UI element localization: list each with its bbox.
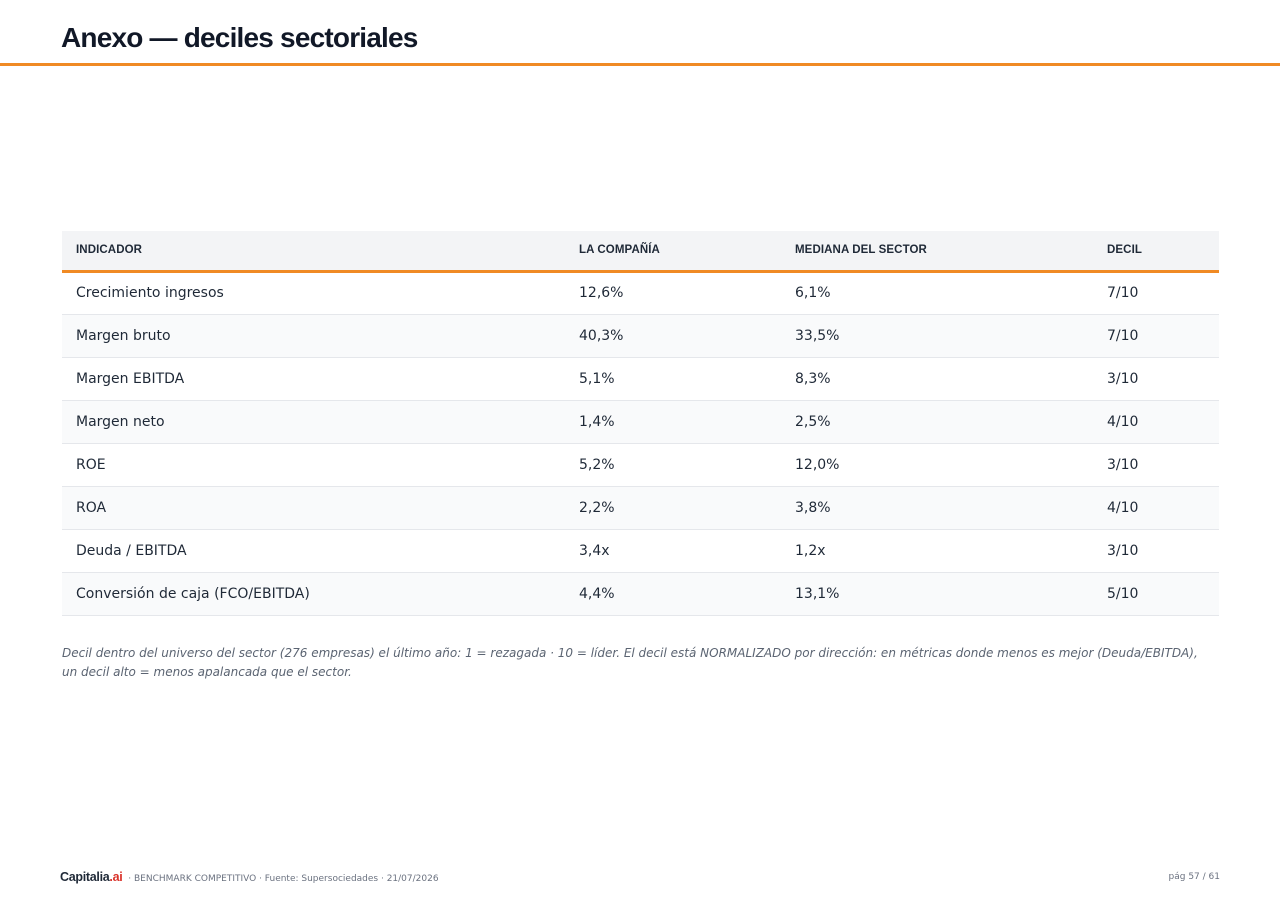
indicator-cell: Margen neto (62, 400, 565, 444)
company-value-cell: 5,1% (565, 357, 781, 401)
brand-name: Capitalia (60, 870, 110, 884)
company-value-cell: 4,4% (565, 572, 781, 616)
column-header-compania: LA COMPAÑÍA (565, 231, 781, 273)
table-header-row: INDICADOR LA COMPAÑÍA MEDIANA DEL SECTOR… (62, 231, 1219, 273)
sector-median-cell: 33,5% (781, 314, 1093, 358)
column-header-mediana-sector: MEDIANA DEL SECTOR (781, 231, 1093, 273)
decile-cell: 3/10 (1093, 443, 1219, 487)
table-row: Margen EBITDA 5,1% 8,3% 3/10 (62, 357, 1219, 401)
company-value-cell: 3,4x (565, 529, 781, 573)
sector-median-cell: 8,3% (781, 357, 1093, 401)
table-row: Deuda / EBITDA 3,4x 1,2x 3/10 (62, 529, 1219, 573)
table-row: Margen neto 1,4% 2,5% 4/10 (62, 400, 1219, 444)
brand-suffix: .ai (109, 870, 123, 884)
table-row: Conversión de caja (FCO/EBITDA) 4,4% 13,… (62, 572, 1219, 616)
sector-median-cell: 3,8% (781, 486, 1093, 530)
sector-median-cell: 12,0% (781, 443, 1093, 487)
table-row: ROA 2,2% 3,8% 4/10 (62, 486, 1219, 530)
sector-median-cell: 6,1% (781, 271, 1093, 315)
decile-cell: 7/10 (1093, 314, 1219, 358)
decile-cell: 3/10 (1093, 357, 1219, 401)
footer-source-info: · BENCHMARK COMPETITIVO · Fuente: Supers… (128, 874, 439, 884)
indicator-cell: Conversión de caja (FCO/EBITDA) (62, 572, 565, 616)
deciles-table-container: INDICADOR LA COMPAÑÍA MEDIANA DEL SECTOR… (62, 231, 1219, 616)
table-row: ROE 5,2% 12,0% 3/10 (62, 443, 1219, 487)
decile-cell: 4/10 (1093, 486, 1219, 530)
page-number: pág 57 / 61 (1168, 872, 1220, 882)
decile-cell: 7/10 (1093, 271, 1219, 315)
decile-cell: 4/10 (1093, 400, 1219, 444)
sector-median-cell: 1,2x (781, 529, 1093, 573)
column-header-decil: DECIL (1093, 231, 1219, 273)
company-value-cell: 2,2% (565, 486, 781, 530)
page-title: Anexo — deciles sectoriales (61, 22, 418, 53)
company-value-cell: 5,2% (565, 443, 781, 487)
page-header: Anexo — deciles sectoriales (0, 0, 1280, 66)
company-value-cell: 12,6% (565, 271, 781, 315)
company-value-cell: 40,3% (565, 314, 781, 358)
table-row: Margen bruto 40,3% 33,5% 7/10 (62, 314, 1219, 358)
brand-logo: Capitalia.ai (60, 870, 123, 884)
decile-cell: 5/10 (1093, 572, 1219, 616)
company-value-cell: 1,4% (565, 400, 781, 444)
indicator-cell: ROE (62, 443, 565, 487)
indicator-cell: Crecimiento ingresos (62, 271, 565, 315)
indicator-cell: Margen bruto (62, 314, 565, 358)
column-header-indicador: INDICADOR (62, 231, 565, 273)
decile-cell: 3/10 (1093, 529, 1219, 573)
sector-median-cell: 2,5% (781, 400, 1093, 444)
deciles-table: INDICADOR LA COMPAÑÍA MEDIANA DEL SECTOR… (62, 231, 1219, 616)
page-footer: Capitalia.ai · BENCHMARK COMPETITIVO · F… (60, 869, 1220, 885)
table-row: Crecimiento ingresos 12,6% 6,1% 7/10 (62, 271, 1219, 315)
sector-median-cell: 13,1% (781, 572, 1093, 616)
indicator-cell: Deuda / EBITDA (62, 529, 565, 573)
indicator-cell: ROA (62, 486, 565, 530)
table-footnote: Decil dentro del universo del sector (27… (62, 646, 1198, 679)
indicator-cell: Margen EBITDA (62, 357, 565, 401)
